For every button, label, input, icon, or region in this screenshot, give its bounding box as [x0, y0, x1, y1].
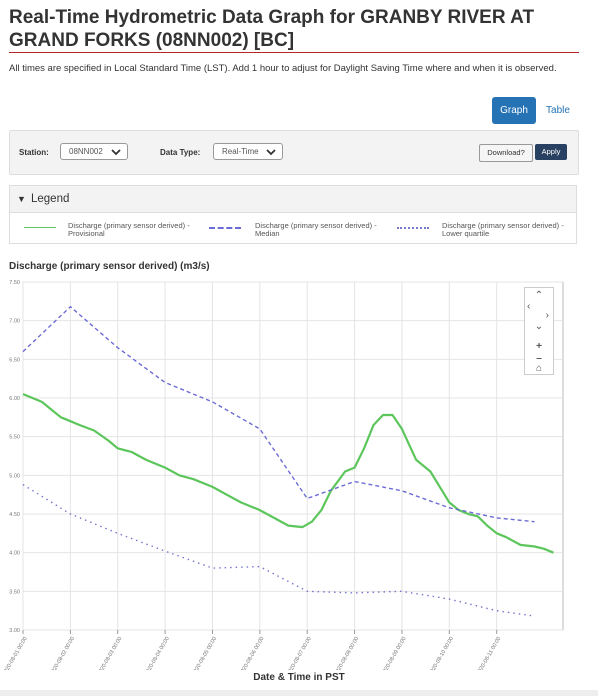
- y-tick-label: 5.00: [9, 473, 20, 479]
- x-tick-label: 2020-08-11 00:00: [476, 636, 503, 670]
- download-button[interactable]: Download?: [479, 144, 533, 162]
- series-line-dotted: [22, 484, 535, 617]
- chevron-down-icon: [111, 149, 121, 156]
- y-tick-label: 4.00: [9, 551, 20, 557]
- pan-up-icon[interactable]: ⌃: [534, 290, 544, 301]
- x-tick-label: 2020-08-09 00:00: [381, 636, 408, 670]
- table-view-button[interactable]: Table: [536, 97, 580, 124]
- x-tick-label: 2020-08-03 00:00: [97, 636, 124, 670]
- home-icon[interactable]: ⌂: [535, 363, 543, 374]
- x-tick-label: 2020-08-04 00:00: [144, 636, 171, 670]
- y-tick-label: 4.50: [9, 512, 20, 518]
- legend-item-provisional: Discharge (primary sensor derived) - Pro…: [68, 221, 190, 238]
- y-tick-label: 7.00: [9, 319, 20, 325]
- filter-bar: Station: 08NN002 Data Type: Real-Time Do…: [9, 130, 579, 175]
- x-tick-label: 2020-08-02 00:00: [49, 636, 76, 670]
- legend-item-lower-quartile: Discharge (primary sensor derived) - Low…: [442, 221, 564, 238]
- station-value: 08NN002: [69, 147, 103, 156]
- x-tick-label: 2020-08-01 00:00: [2, 636, 29, 670]
- zoom-out-icon[interactable]: –: [536, 353, 542, 364]
- series-line-dashed: [22, 306, 535, 523]
- station-label: Station:: [19, 148, 49, 157]
- x-axis-title: Date & Time in PST: [253, 672, 345, 683]
- y-tick-label: 3.00: [9, 628, 20, 634]
- chevron-down-icon: [266, 149, 276, 156]
- apply-button[interactable]: Apply: [535, 144, 567, 160]
- time-zone-note: All times are specified in Local Standar…: [9, 63, 557, 74]
- legend-item-median: Discharge (primary sensor derived) - Med…: [255, 221, 377, 238]
- legend-toggle[interactable]: ▼ Legend: [9, 185, 577, 212]
- title-divider: [9, 52, 579, 53]
- datatype-label: Data Type:: [160, 148, 201, 157]
- pan-down-icon[interactable]: ⌄: [534, 321, 544, 332]
- pan-left-icon[interactable]: ‹: [527, 301, 531, 312]
- pan-right-icon[interactable]: ›: [545, 310, 549, 321]
- y-tick-label: 5.50: [9, 435, 20, 441]
- graph-view-button[interactable]: Graph: [492, 97, 536, 124]
- y-tick-label: 3.50: [9, 589, 20, 595]
- footer-divider: [0, 690, 598, 696]
- legend-swatch-median: [209, 227, 241, 229]
- x-tick-label: 2020-08-10 00:00: [428, 636, 455, 670]
- x-tick-label: 2020-08-08 00:00: [333, 636, 360, 670]
- legend-panel: Discharge (primary sensor derived) - Pro…: [9, 212, 577, 244]
- datatype-value: Real-Time: [222, 147, 259, 156]
- discharge-chart: 7.50 7.00 6.50 6.00 5.50 5.00 4.50 4.00 3.50 3.00…: [2, 280, 564, 670]
- triangle-down-icon: ▼: [17, 194, 26, 204]
- page-title: Real-Time Hydrometric Data Graph for GRA…: [9, 7, 535, 51]
- zoom-in-icon[interactable]: +: [536, 341, 542, 352]
- datatype-select[interactable]: Real-Time: [213, 143, 283, 160]
- zoom-controls: ⌃ ‹ › ⌄ + – ⌂: [524, 287, 554, 375]
- station-select[interactable]: 08NN002: [60, 143, 128, 160]
- x-tick-label: 2020-08-05 00:00: [191, 636, 218, 670]
- series-line-solid: [22, 393, 554, 554]
- chart-title: Discharge (primary sensor derived) (m3/s…: [9, 261, 210, 272]
- x-tick-label: 2020-08-06 00:00: [239, 636, 266, 670]
- plot-area: [22, 281, 564, 631]
- y-tick-label: 7.50: [9, 280, 20, 286]
- y-tick-label: 6.50: [9, 357, 20, 363]
- legend-title: Legend: [31, 193, 70, 205]
- legend-swatch-provisional: [24, 227, 56, 228]
- view-toggle: Graph Table: [492, 97, 580, 124]
- y-tick-label: 6.00: [9, 396, 20, 402]
- legend-swatch-lower-quartile: [397, 227, 429, 229]
- x-tick-label: 2020-08-07 00:00: [286, 636, 313, 670]
